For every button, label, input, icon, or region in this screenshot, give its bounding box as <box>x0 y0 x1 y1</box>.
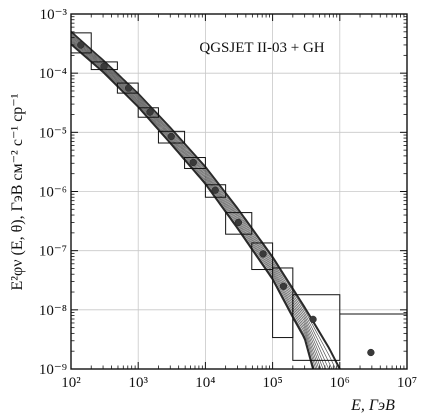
error-box <box>204 184 227 198</box>
x-tick-label: 10⁶ <box>330 375 350 391</box>
y-tick-label: 10⁻⁶ <box>39 185 67 201</box>
data-point <box>77 41 85 49</box>
y-tick-label: 10⁻⁹ <box>39 362 67 378</box>
error-box <box>137 107 159 118</box>
model-curve <box>71 33 333 369</box>
x-tick-label: 10² <box>61 375 81 391</box>
data-point <box>234 218 243 227</box>
error-box <box>116 82 139 94</box>
data-point <box>189 158 197 167</box>
y-tick-label: 10⁻⁵ <box>39 125 67 141</box>
data-point <box>100 62 108 71</box>
data-point <box>124 84 133 92</box>
data-points <box>77 41 375 357</box>
data-point <box>309 315 317 324</box>
y-axis-title: E²φν (E, θ), ГэВ см⁻² с⁻¹ ср⁻¹ <box>9 93 26 290</box>
data-point <box>367 348 375 357</box>
model-curve <box>71 34 330 369</box>
model-annotation: QGSJET II-03 + GH <box>199 40 324 56</box>
data-point <box>146 108 154 116</box>
error-box <box>157 130 186 144</box>
x-tick-label: 10⁴ <box>195 375 215 391</box>
tick-labels: 10² 10³ 10⁴ 10⁵ 10⁶ 10⁷ 10⁻⁹ 10⁻⁸ 10⁻⁷ 10⁻⁶ 10⁻⁵ 10… <box>39 7 417 391</box>
error-box <box>71 32 92 54</box>
model-curve <box>71 36 327 369</box>
data-point <box>211 186 219 194</box>
error-box <box>184 157 206 169</box>
data-point <box>259 250 267 258</box>
x-tick-label: 10⁵ <box>262 375 282 391</box>
x-axis-title: E, ГэВ <box>350 397 395 414</box>
y-tick-label: 10⁻⁷ <box>39 244 67 260</box>
y-tick-label: 10⁻⁴ <box>39 66 67 82</box>
y-tick-label: 10⁻³ <box>40 7 68 23</box>
error-box <box>225 212 253 235</box>
error-box <box>251 242 274 271</box>
axis-ticks <box>70 13 408 370</box>
data-point <box>167 132 175 141</box>
error-box <box>292 294 341 361</box>
x-tick-label: 10⁷ <box>397 375 417 391</box>
x-tick-label: 10³ <box>128 375 148 391</box>
data-point <box>279 282 288 290</box>
y-tick-label: 10⁻⁸ <box>39 303 67 319</box>
